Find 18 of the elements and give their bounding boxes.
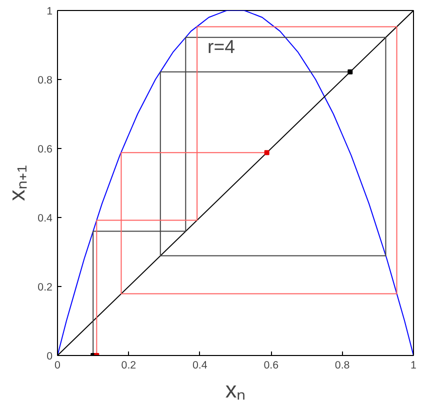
- y-tick-label: 0.4: [38, 212, 53, 224]
- x-tick-label: 1: [410, 360, 417, 372]
- point: [348, 69, 353, 74]
- point: [264, 150, 270, 156]
- x-axis-title: xₙ: [225, 376, 246, 402]
- y-axis-title: xₙ₊₁: [4, 164, 30, 201]
- x-tick-label: 0.8: [334, 360, 350, 372]
- x-tick-label: 0.6: [264, 360, 279, 372]
- x-tick-label: 0.4: [192, 360, 208, 372]
- x-tick-label: 0: [54, 360, 61, 372]
- y-tick-label: 0.8: [38, 74, 53, 86]
- y-tick-label: 1: [46, 6, 53, 18]
- x-tick-label: 0.2: [121, 360, 136, 372]
- line-series: [58, 10, 414, 356]
- annotation: r=4: [208, 36, 235, 57]
- y-tick-label: 0.6: [38, 144, 53, 156]
- y-tick-label: 0.2: [38, 282, 53, 294]
- y-tick-label: 0: [46, 350, 53, 362]
